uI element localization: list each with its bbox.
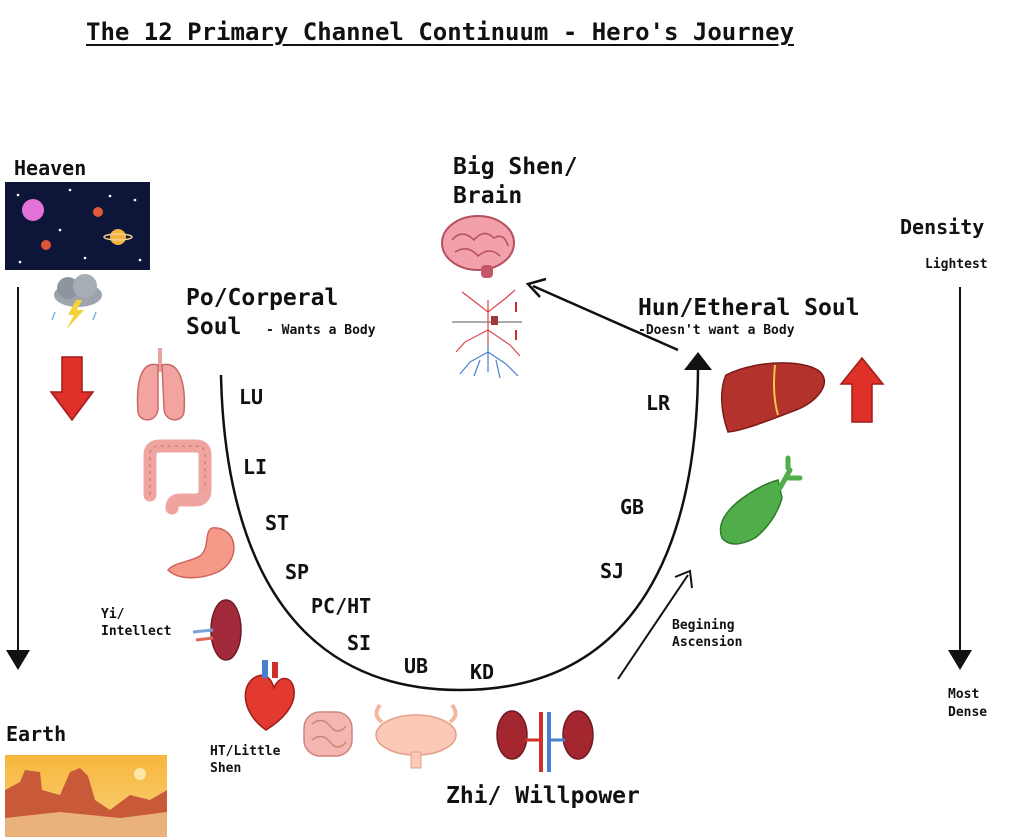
channel-si: SI bbox=[347, 631, 372, 655]
channel-gb: GB bbox=[620, 495, 645, 519]
lungs-icon bbox=[136, 348, 186, 421]
density-dense-label: Dense bbox=[948, 705, 988, 720]
beginning-label: Begining bbox=[672, 618, 735, 633]
big-shen-label: Big Shen/ bbox=[453, 154, 578, 180]
earth-label: Earth bbox=[6, 722, 67, 746]
beginning-ascension-arrow bbox=[617, 569, 693, 680]
hun-note: -Doesn't want a Body bbox=[638, 323, 795, 338]
liver-icon bbox=[721, 362, 825, 433]
spleen-icon bbox=[192, 599, 242, 661]
intellect-label: Intellect bbox=[101, 624, 172, 639]
channel-li: LI bbox=[243, 455, 268, 479]
bladder-icon bbox=[374, 703, 458, 769]
ht-little-label: HT/Little bbox=[210, 744, 281, 759]
descend-arrow-icon bbox=[49, 356, 95, 422]
heaven-space-image bbox=[5, 182, 150, 270]
zhi-label: Zhi/ Willpower bbox=[446, 783, 640, 809]
large-intestine-icon bbox=[143, 439, 212, 515]
kidneys-icon bbox=[496, 710, 594, 772]
stomach-icon bbox=[166, 527, 235, 579]
hun-label: Hun/Etheral Soul bbox=[638, 295, 860, 321]
channel-sp: SP bbox=[285, 560, 310, 584]
po-note: - Wants a Body bbox=[266, 323, 376, 338]
ascend-to-brain-arrow bbox=[525, 277, 679, 352]
channel-lr: LR bbox=[646, 391, 671, 415]
nerve-network-icon bbox=[452, 289, 522, 379]
density-lightest-label: Lightest bbox=[925, 257, 988, 272]
heaven-label: Heaven bbox=[14, 156, 87, 180]
page-title: The 12 Primary Channel Continuum - Hero'… bbox=[86, 18, 795, 46]
gallbladder-icon bbox=[719, 455, 803, 545]
soul-label: Soul bbox=[186, 314, 242, 340]
brain-label: Brain bbox=[453, 183, 523, 209]
density-most-label: Most bbox=[948, 687, 980, 702]
channel-kd: KD bbox=[470, 660, 495, 684]
channel-lu: LU bbox=[239, 385, 264, 409]
channel-continuum-curve bbox=[219, 352, 712, 692]
channel-sj: SJ bbox=[600, 559, 625, 583]
ascend-arrow-icon bbox=[839, 356, 885, 423]
ascension-label: Ascension bbox=[672, 635, 743, 650]
storm-cloud-icon bbox=[51, 274, 102, 330]
yi-label: Yi/ bbox=[101, 607, 125, 622]
channel-ub: UB bbox=[404, 654, 429, 678]
brain-icon bbox=[441, 215, 515, 278]
heaven-earth-arrow bbox=[6, 287, 30, 670]
channel-pc-ht: PC/HT bbox=[311, 594, 372, 618]
density-arrow bbox=[948, 287, 972, 670]
density-label: Density bbox=[900, 215, 985, 239]
heart-icon bbox=[244, 660, 295, 731]
little-shen-label: Shen bbox=[210, 761, 242, 776]
small-intestine-icon bbox=[303, 711, 353, 757]
earth-desert-image bbox=[5, 755, 167, 837]
channel-st: ST bbox=[265, 511, 290, 535]
po-label: Po/Corperal bbox=[186, 285, 339, 311]
